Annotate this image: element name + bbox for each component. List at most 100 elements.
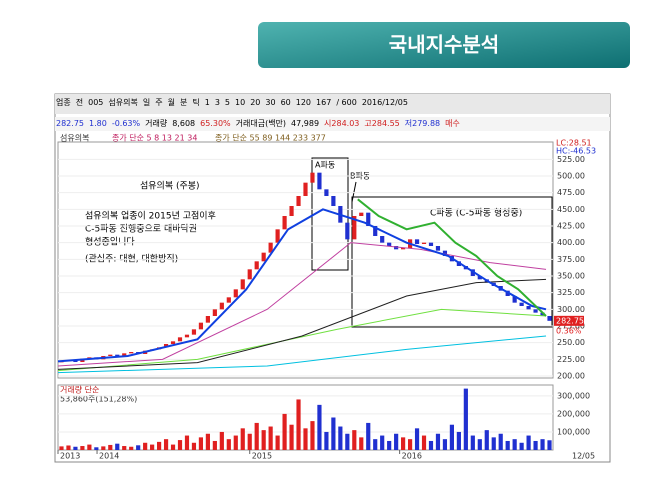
ma-line [57,308,547,372]
quote-amount: 47,989 [291,119,320,128]
toolbar-item[interactable]: / 600 [336,98,357,107]
candle [421,242,427,244]
volume-bar [59,446,64,450]
last-price: 282.75 [556,316,584,325]
volume-bar [414,428,420,450]
candle [512,296,517,303]
y-tick-label: 300,000 [557,391,590,400]
volume-bar [380,435,385,450]
volume-bar [282,413,287,450]
candle [373,226,378,236]
volume-info: 53,860주(151,28%) [60,395,137,404]
toolbar-item[interactable]: 분 [179,98,188,107]
candle [247,269,252,280]
lc-label: LC:28.51 [556,139,592,148]
chart-name: 섬유의복 [60,133,89,143]
volume-bar [143,442,148,450]
toolbar-item[interactable]: 30 [265,98,276,107]
volume-bar [463,388,468,450]
volume-bar [352,430,357,450]
volume-bar [184,435,190,450]
volume-bar [87,444,92,450]
toolbar-item[interactable]: 5 [224,98,230,107]
x-tick-label: 2015 [252,452,272,461]
toolbar-item[interactable]: 167 [316,98,332,107]
candle [198,322,204,330]
toolbar: 업종 전 005 섬유의복 일 주 월 분 틱 1 3 5 10 20 30 60 120 167 / 600 201… [56,97,610,108]
x-tick-label: 2016 [402,452,422,461]
y-tick-label: 300.00 [557,305,585,314]
y-tick-label: 200,000 [557,409,590,418]
toolbar-item[interactable]: 업종 [56,98,71,107]
volume-bar [233,435,238,450]
toolbar-item[interactable]: 전 [75,98,84,107]
quote-row: 282.75 1.80 -0.63% 거래량 8,608 65.30% 거래대금(백만) 47… [56,118,610,129]
volume-bar [345,433,350,450]
quote-button[interactable]: 매수 [445,119,460,128]
toolbar-item[interactable]: 1 [204,98,210,107]
candle [345,222,350,240]
note: 섬유의복 업종이 2015년 고점이후 [85,210,216,222]
ma-line [57,208,547,363]
candle [519,302,524,306]
y-tick-label: 425.00 [557,222,585,231]
toolbar-item[interactable]: 10 [235,98,246,107]
y-tick-label: 250.00 [557,338,585,347]
quote-bg [55,117,610,131]
volume-bar [331,417,336,450]
price-pane [57,141,554,379]
toolbar-item[interactable]: 일 [142,98,151,107]
volume-bar [261,430,266,450]
volume-bar [310,421,315,450]
volume-bar [373,439,378,450]
toolbar-item[interactable]: 005 [88,98,104,107]
toolbar-item[interactable]: 60 [280,98,291,107]
volume-bar [505,440,510,450]
a-wave-box [311,157,349,271]
candle [184,334,190,338]
volume-bar [519,442,524,450]
toolbar-item[interactable]: 섬유의복 [108,98,138,107]
toolbar-item[interactable]: 20 [250,98,261,107]
date-label: 12/05 [572,452,595,461]
toolbar-item[interactable]: 틱 [192,98,200,107]
volume-bar [212,440,217,450]
candle [205,316,210,323]
toolbar-item[interactable]: 월 [167,98,175,107]
volume-bar [73,446,78,450]
candle [394,246,399,250]
y-tick-label: 350.00 [557,272,585,281]
candle [191,329,197,335]
toolbar-item[interactable]: 2016/12/05 [361,98,408,107]
candle [317,172,322,190]
last-rate: 0.36% [556,326,582,335]
volume-bar [136,445,141,450]
candle [261,252,266,262]
volume-bar [254,422,259,450]
volume-bar [449,424,454,450]
volume-bar [540,439,545,450]
y-tick-label: 500.00 [557,172,585,181]
volume-bar [366,422,371,450]
candle [526,306,531,310]
volume-bar [94,447,99,450]
candle [533,309,538,313]
toolbar-item[interactable]: 주 [155,98,163,107]
y-tick-label: 275.00 [557,322,585,331]
volume-bar [484,430,489,450]
candle [296,196,301,206]
quote-volume: 8,608 [172,119,196,128]
candle [289,206,294,216]
toolbar-item[interactable]: 3 [214,98,220,107]
note: 형성중입니다 [85,236,135,248]
note: 섬유의복 (주봉) [140,181,200,192]
volume-bar [275,435,280,450]
candle [163,344,169,348]
volume-bar [526,435,531,450]
volume-bar [421,435,427,450]
toolbar-item[interactable]: 120 [295,98,312,107]
y-tick-label: 475.00 [557,188,585,197]
candle [177,337,183,342]
y-tick-label: 200.00 [557,372,585,381]
